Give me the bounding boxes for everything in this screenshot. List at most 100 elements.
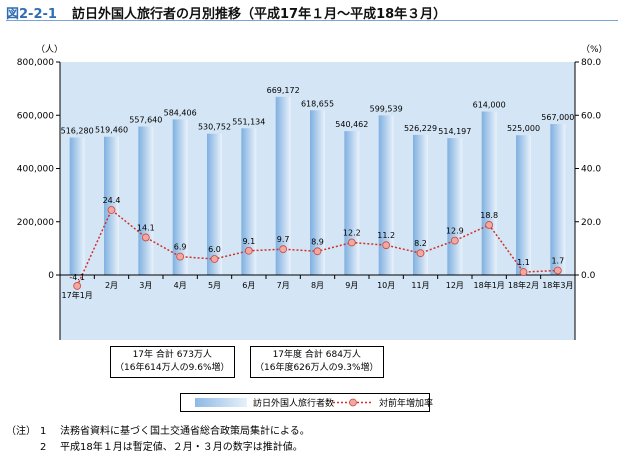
rate-marker [485, 221, 494, 229]
bar [207, 133, 222, 275]
legend-line-swatch [333, 398, 373, 407]
bar [550, 124, 566, 275]
rate-value-label: 1.7 [551, 256, 564, 265]
bar [378, 115, 394, 275]
figure-title: 訪日外国人旅行者の月別推移（平成17年１月〜平成18年３月） [72, 7, 447, 22]
note-row: 2 平成18年１月は暫定値、２月・３月の数字は推計値。 [6, 440, 310, 456]
note-number: 2 [40, 442, 47, 453]
right-tick-label: 40.0 [581, 165, 601, 175]
x-tick-label: 18年3月 [542, 280, 573, 290]
rate-value-label: 8.9 [311, 237, 324, 246]
x-tick-label: 9月 [345, 281, 358, 290]
right-tick-label: 60.0 [581, 111, 601, 121]
right-axis-unit: （%） [581, 45, 608, 55]
rate-marker [519, 268, 528, 276]
summary-line: （16年度626万人の9.3%増） [255, 363, 379, 373]
chart-legend: 訪日外国人旅行者数 対前年増加率 [180, 393, 434, 412]
rate-value-label: 14.1 [137, 223, 155, 232]
left-tick-label: 800,000 [17, 58, 54, 68]
bar-value-label: 540,462 [335, 120, 368, 129]
bar-value-label: 526,229 [404, 124, 437, 133]
bar-value-label: 519,460 [95, 126, 128, 135]
summary-line: 17年度 合計 684万人 [272, 350, 361, 360]
bar-value-label: 514,197 [438, 127, 471, 136]
notes: （注） 1 法務省資料に基づく国土交通省総合政策局集計による。 2 平成18年１月は暫… [6, 424, 310, 456]
x-tick-label: 2月 [105, 281, 118, 290]
note-number: 1 [40, 426, 47, 437]
bar [344, 131, 360, 275]
bar [172, 119, 188, 275]
rate-marker [176, 252, 185, 261]
left-tick-label: 400,000 [17, 165, 54, 175]
rate-value-label: 12.9 [446, 227, 464, 236]
x-tick-label: 8月 [311, 281, 324, 290]
right-tick-label: 0.0 [581, 271, 596, 281]
chart: 516,280 519,460557,640584,406530,752551,1… [17, 58, 601, 340]
rate-value-label: 6.0 [208, 245, 221, 254]
figure-number: 図2-2-1 [6, 7, 57, 22]
bar-value-label: 516,280 [61, 127, 94, 136]
rate-marker [279, 245, 288, 254]
summary-line: （16年614万人の9.6%増） [115, 363, 230, 373]
rate-marker [73, 282, 82, 290]
rate-value-label: 12.2 [343, 229, 361, 238]
summary-box-calendar-year: 17年 合計 673万人 （16年614万人の9.6%増） [110, 346, 235, 378]
rate-value-label: 9.7 [277, 235, 290, 244]
figure-header: 図2-2-1 訪日外国人旅行者の月別推移（平成17年１月〜平成18年３月） [0, 0, 625, 22]
rate-value-label: 8.2 [414, 239, 427, 248]
rate-value-label: 18.8 [480, 211, 498, 220]
x-tick-label: 11月 [411, 281, 429, 290]
x-tick-label: 18年2月 [508, 280, 539, 290]
left-tick-label: 600,000 [17, 111, 54, 121]
left-tick-label: 200,000 [17, 218, 54, 228]
note-text: 平成18年１月は暫定値、２月・３月の数字は推計値。 [60, 442, 303, 453]
rate-marker [313, 247, 322, 256]
rate-value-label: 1.1 [517, 258, 530, 267]
rate-value-label: 11.2 [377, 231, 395, 240]
bar [138, 126, 154, 275]
left-axis-unit: （人） [36, 45, 64, 55]
title-rule [6, 20, 618, 21]
x-tick-label: 7月 [277, 281, 290, 290]
bar-value-label: 584,406 [164, 108, 197, 117]
bar [516, 135, 531, 275]
rate-marker [347, 238, 356, 247]
x-tick-label: 12月 [446, 281, 464, 290]
summary-box-fiscal-year: 17年度 合計 684万人 （16年度626万人の9.3%増） [250, 346, 384, 378]
x-tick-label: 5月 [208, 281, 221, 290]
rate-marker [553, 266, 562, 275]
bar-value-label: 551,134 [232, 117, 265, 126]
rate-marker [244, 246, 253, 255]
bar [104, 136, 119, 275]
bar [275, 96, 291, 276]
x-tick-label: 10月 [377, 281, 395, 290]
rate-marker [382, 241, 391, 250]
x-tick-label: 6月 [242, 281, 255, 290]
bar-value-label: 525,000 [507, 124, 540, 133]
bar [447, 138, 463, 275]
rate-marker [450, 236, 459, 245]
rate-value-label: -4.1 [69, 273, 85, 282]
bar-value-label: 530,752 [198, 123, 231, 132]
bar [69, 137, 85, 275]
rate-marker [141, 233, 150, 242]
left-tick-label: 0 [48, 271, 54, 281]
rate-value-label: 9.1 [242, 237, 255, 246]
bar [413, 134, 428, 275]
bar-value-label: 614,000 [473, 101, 506, 110]
rate-marker [416, 249, 425, 258]
x-tick-label: 18年1月 [474, 280, 505, 290]
legend-line-label: 対前年増加率 [379, 399, 434, 409]
right-tick-label: 20.0 [581, 218, 601, 228]
bar-value-label: 669,172 [267, 86, 300, 95]
legend-bar-label: 訪日外国人旅行者数 [253, 399, 335, 409]
bar-value-label: 557,640 [129, 116, 162, 125]
rate-marker [107, 206, 116, 214]
right-tick-label: 80.0 [581, 58, 601, 68]
summary-line: 17年 合計 673万人 [132, 350, 212, 360]
notes-head: （注） [6, 426, 36, 437]
bar-value-label: 618,655 [301, 99, 334, 108]
bar-value-label: 599,539 [370, 104, 403, 113]
legend-bar-swatch [195, 398, 247, 407]
bar [310, 110, 325, 275]
